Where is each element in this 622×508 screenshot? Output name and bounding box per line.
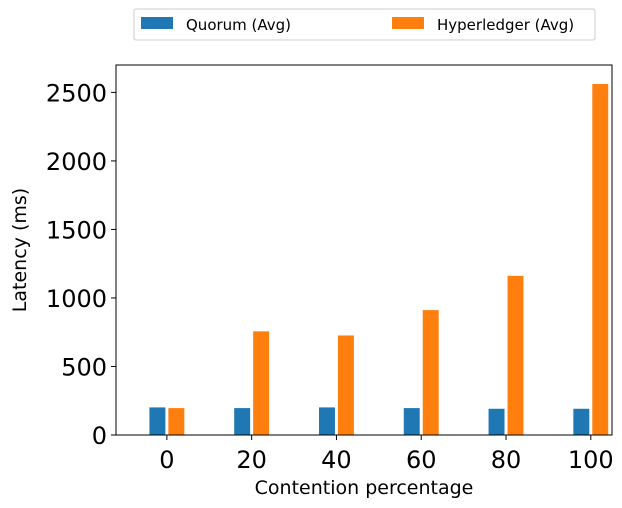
y-axis-ticks: 0 500 1000 1500 2000 2500 [46,79,116,450]
plot-frame [115,64,613,436]
legend-label-quorum: Quorum (Avg) [186,16,291,34]
legend-swatch-hyperledger [392,17,424,29]
bar-hyperledger-20 [252,330,271,436]
legend-label-hyperledger: Hyperledger (Avg) [437,16,574,34]
bar-hyperledger-40 [336,334,355,436]
y-tick-label-1500: 1500 [46,216,107,244]
bar-quorum-40 [317,406,336,436]
x-tick-label-40: 40 [321,446,352,474]
x-tick-label-20: 20 [236,446,267,474]
bar-quorum-20 [233,407,252,436]
bar-hyperledger-0 [167,407,186,436]
bar-quorum-100 [572,407,591,436]
y-tick-label-1000: 1000 [46,285,107,313]
bar-quorum-80 [487,407,506,436]
bars-group [148,83,610,436]
legend-box [133,8,596,41]
bar-quorum-0 [148,406,167,436]
x-axis-ticks: 0 20 40 60 80 100 [159,435,614,474]
bar-quorum-60 [402,407,421,436]
x-tick-label-100: 100 [568,446,614,474]
legend: Quorum (Avg) Hyperledger (Avg) [133,8,596,41]
x-tick-label-80: 80 [491,446,522,474]
x-tick-label-60: 60 [406,446,437,474]
y-tick-label-0: 0 [92,422,107,450]
y-axis-title: Latency (ms) [9,188,31,312]
legend-swatch-quorum [141,17,173,29]
bar-hyperledger-100 [591,83,610,436]
bar-hyperledger-80 [506,274,525,436]
x-tick-label-0: 0 [159,446,174,474]
bar-hyperledger-60 [421,309,440,436]
x-axis-title: Contention percentage [255,477,474,499]
y-tick-label-2000: 2000 [46,148,107,176]
y-tick-label-2500: 2500 [46,79,107,107]
y-tick-label-500: 500 [61,353,107,381]
